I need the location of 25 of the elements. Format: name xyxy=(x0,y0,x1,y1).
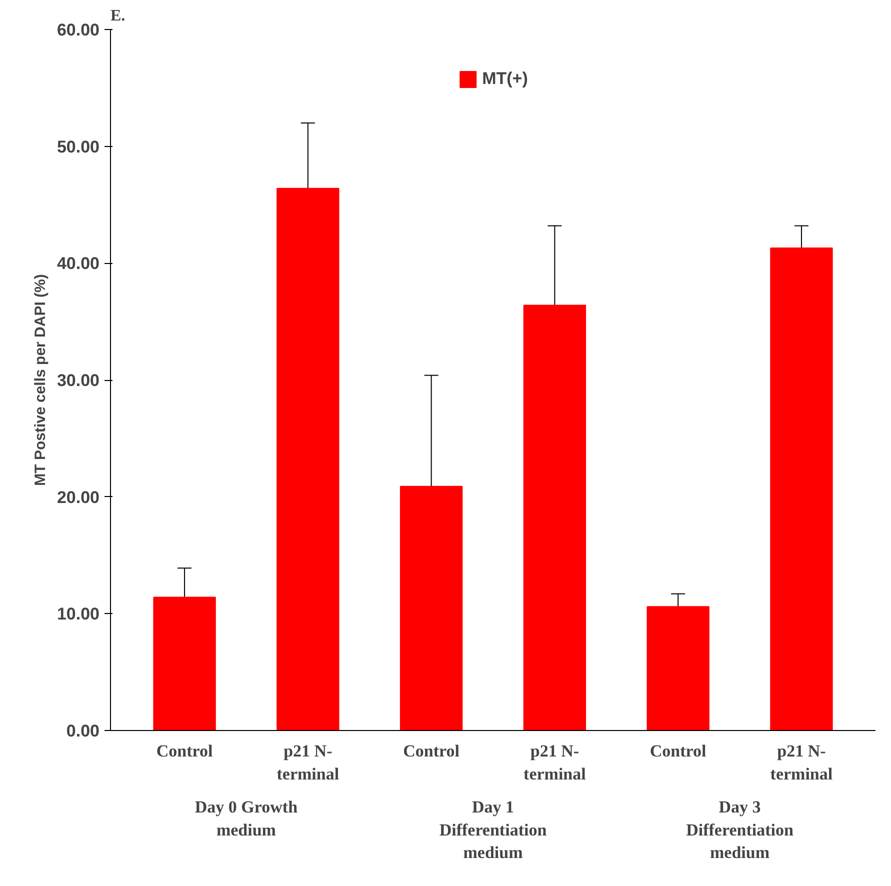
x-tick-label: Control xyxy=(403,742,460,760)
y-tick-label: 10.00 xyxy=(56,604,100,624)
y-axis-title: MT Postive cells per DAPI (%) xyxy=(32,274,49,486)
bar xyxy=(770,247,833,730)
legend-label: MT(+) xyxy=(482,69,528,89)
x-tick-label: p21 N-terminal xyxy=(276,742,340,784)
text: Day 1 Differentiation medium xyxy=(439,798,548,862)
x-tick-label: Control xyxy=(650,742,707,760)
bar xyxy=(523,304,586,730)
x-tick-label: p21 N-terminal xyxy=(524,742,586,784)
bar xyxy=(276,188,340,730)
text: Day 3 Differentiation medium xyxy=(686,798,794,862)
y-tick-label: 60.00 xyxy=(56,20,100,40)
y-tick-label: 50.00 xyxy=(56,137,100,156)
bar xyxy=(646,606,710,730)
chart-title: E. xyxy=(110,8,126,24)
y-tick-label: 20.00 xyxy=(56,488,100,507)
x-tick-label: Control xyxy=(156,742,213,760)
bar xyxy=(400,486,463,730)
x-tick-label: p21 N-terminal xyxy=(770,742,833,784)
text: Day 0 Growth medium xyxy=(194,798,298,840)
y-tick-label: 40.00 xyxy=(56,254,100,274)
y-tick-label: 0.00 xyxy=(66,722,100,740)
y-tick-label: 30.00 xyxy=(56,371,100,390)
bar xyxy=(153,596,216,730)
